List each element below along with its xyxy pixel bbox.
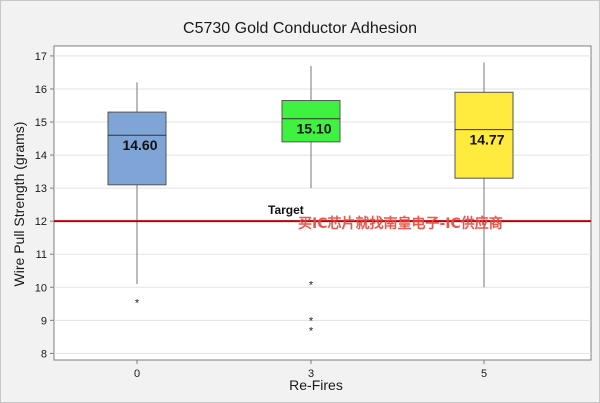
x-tick-label: 0	[134, 368, 140, 380]
y-tick-label: 10	[35, 282, 47, 294]
outlier-marker: *	[309, 326, 314, 338]
boxes: 14.60*15.10***14.77	[107, 62, 514, 338]
y-tick-label: 12	[35, 216, 47, 228]
y-tick-label: 16	[35, 84, 47, 96]
y-tick-label: 14	[35, 150, 47, 162]
watermark-text: 买IC芯片就找南皇电子-IC供应商	[298, 215, 503, 232]
y-axis-ticks: 8 9 10 11 12 13 14 15 16 17	[35, 51, 54, 360]
chart-title: C5730 Gold Conductor Adhesion	[183, 20, 417, 37]
y-axis-title: Wire Pull Strength (grams)	[11, 122, 27, 287]
median-label: 14.60	[122, 137, 157, 153]
y-tick-label: 9	[41, 315, 47, 327]
box-body	[107, 111, 167, 186]
y-tick-label: 13	[35, 183, 47, 195]
y-tick-label: 17	[35, 51, 47, 63]
target-label: Target	[268, 203, 304, 217]
x-axis-ticks: 0 3 5	[134, 360, 487, 380]
x-axis-title: Re-Fires	[289, 377, 343, 393]
box-group-5: 14.77	[454, 62, 514, 288]
box-group-0: 14.60 *	[107, 82, 167, 310]
y-tick-label: 15	[35, 117, 47, 129]
x-tick-label: 3	[308, 368, 314, 380]
outlier-marker: *	[309, 316, 314, 328]
y-tick-label: 11	[36, 249, 47, 261]
median-label: 15.10	[296, 121, 331, 137]
y-tick-label: 8	[41, 348, 47, 360]
box-group-3: 15.10***	[281, 65, 341, 338]
box-body	[454, 91, 514, 179]
outlier-marker: *	[309, 279, 314, 291]
outlier-marker: *	[135, 298, 140, 310]
box-body	[281, 100, 341, 143]
median-label: 14.77	[469, 132, 504, 148]
x-tick-label: 5	[481, 368, 487, 380]
